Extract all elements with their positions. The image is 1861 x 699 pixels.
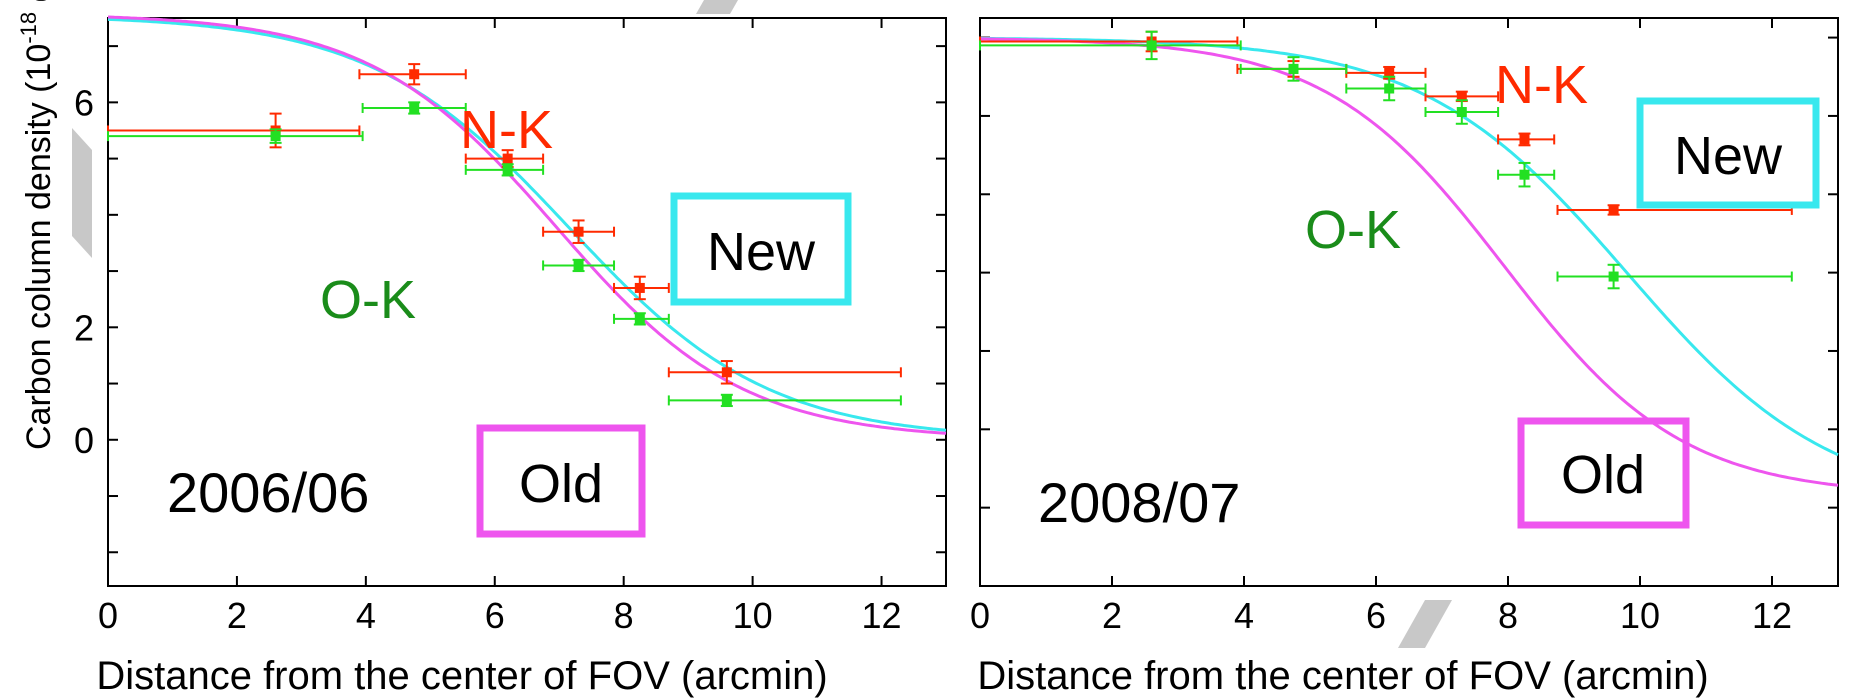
y-tick-label: 2 [74,307,94,348]
x-tick-label: 2 [1102,595,1122,636]
new-legend-label: New [707,222,816,282]
ok-data-point [1346,77,1425,101]
x-tick-label: 8 [1498,595,1518,636]
ok-label: O-K [1305,200,1401,260]
old-model-curve [108,17,946,433]
x-tick-label: 4 [1234,595,1254,636]
marker [574,260,584,270]
ok-data-point [1558,265,1792,289]
marker [503,165,513,175]
ok-data-point [466,164,543,175]
x-tick-label: 2 [227,595,247,636]
marker [1609,205,1619,215]
ok-data-point [980,32,1241,59]
marker [409,103,419,113]
new-legend-label: New [1674,126,1783,186]
x-tick-label: 12 [1752,595,1792,636]
marker [722,395,732,405]
old-legend-label: Old [519,454,603,514]
x-axis-label: Distance from the center of FOV (arcmin) [96,654,827,698]
scan-artifact-top [696,0,738,14]
x-tick-label: 0 [970,595,990,636]
nk-data-point [1498,134,1554,146]
marker [1147,40,1157,50]
x-tick-labels: 0 2 4 6 8 10 12 [98,595,902,636]
marker [1289,64,1299,74]
date-label: 2008/07 [1038,471,1240,534]
nk-data-point [980,32,1237,52]
ok-data-point [543,260,614,271]
x-tick-label: 10 [733,595,773,636]
marker [635,314,645,324]
ok-data-point [1426,100,1499,124]
ok-data-point [363,102,466,113]
ok-label: O-K [320,270,416,330]
y-tick-label: 0 [74,420,94,461]
x-axis-label: Distance from the center of FOV (arcmin) [977,654,1708,698]
marker [1520,170,1530,180]
nk-label: N-K [1495,55,1588,115]
nk-label: N-K [460,100,553,160]
x-tick-label: 10 [1620,595,1660,636]
x-tick-label: 0 [98,595,118,636]
x-tick-label: 4 [356,595,376,636]
marker [574,227,584,237]
model-curves [980,38,1838,485]
scan-artifact-bottom [1398,600,1452,648]
marker [1457,107,1467,117]
x-tick-label: 8 [614,595,634,636]
new-model-curve [108,19,946,430]
marker [1520,134,1530,144]
nk-data-point [669,361,901,383]
marker [271,131,281,141]
marker [722,367,732,377]
old-legend-label: Old [1561,445,1645,505]
y-tick-label: 6 [74,82,94,123]
chart-panel-2006: 0 2 4 6 8 10 12 0 2 6 Distance from the center o… [74,17,946,698]
nk-data-point [108,114,359,148]
marker [635,283,645,293]
x-tick-label: 6 [1366,595,1386,636]
marker [409,69,419,79]
ok-data-point [614,313,669,324]
marker [1609,272,1619,282]
date-label: 2006/06 [167,461,369,524]
nk-data-point [614,277,669,299]
y-axis-label: Carbon column density (10-18 cm-2) [16,0,58,450]
x-tick-label: 6 [485,595,505,636]
x-tick-label: 12 [862,595,902,636]
x-tick-labels: 0 2 4 6 8 10 12 [970,595,1792,636]
marker [1384,84,1394,94]
chart-panel-2008: 0 2 4 6 8 10 12 Distance from the center of FO… [970,18,1838,698]
scan-artifact-left [72,128,92,258]
model-curves [108,17,946,433]
old-model-curve [980,39,1838,485]
